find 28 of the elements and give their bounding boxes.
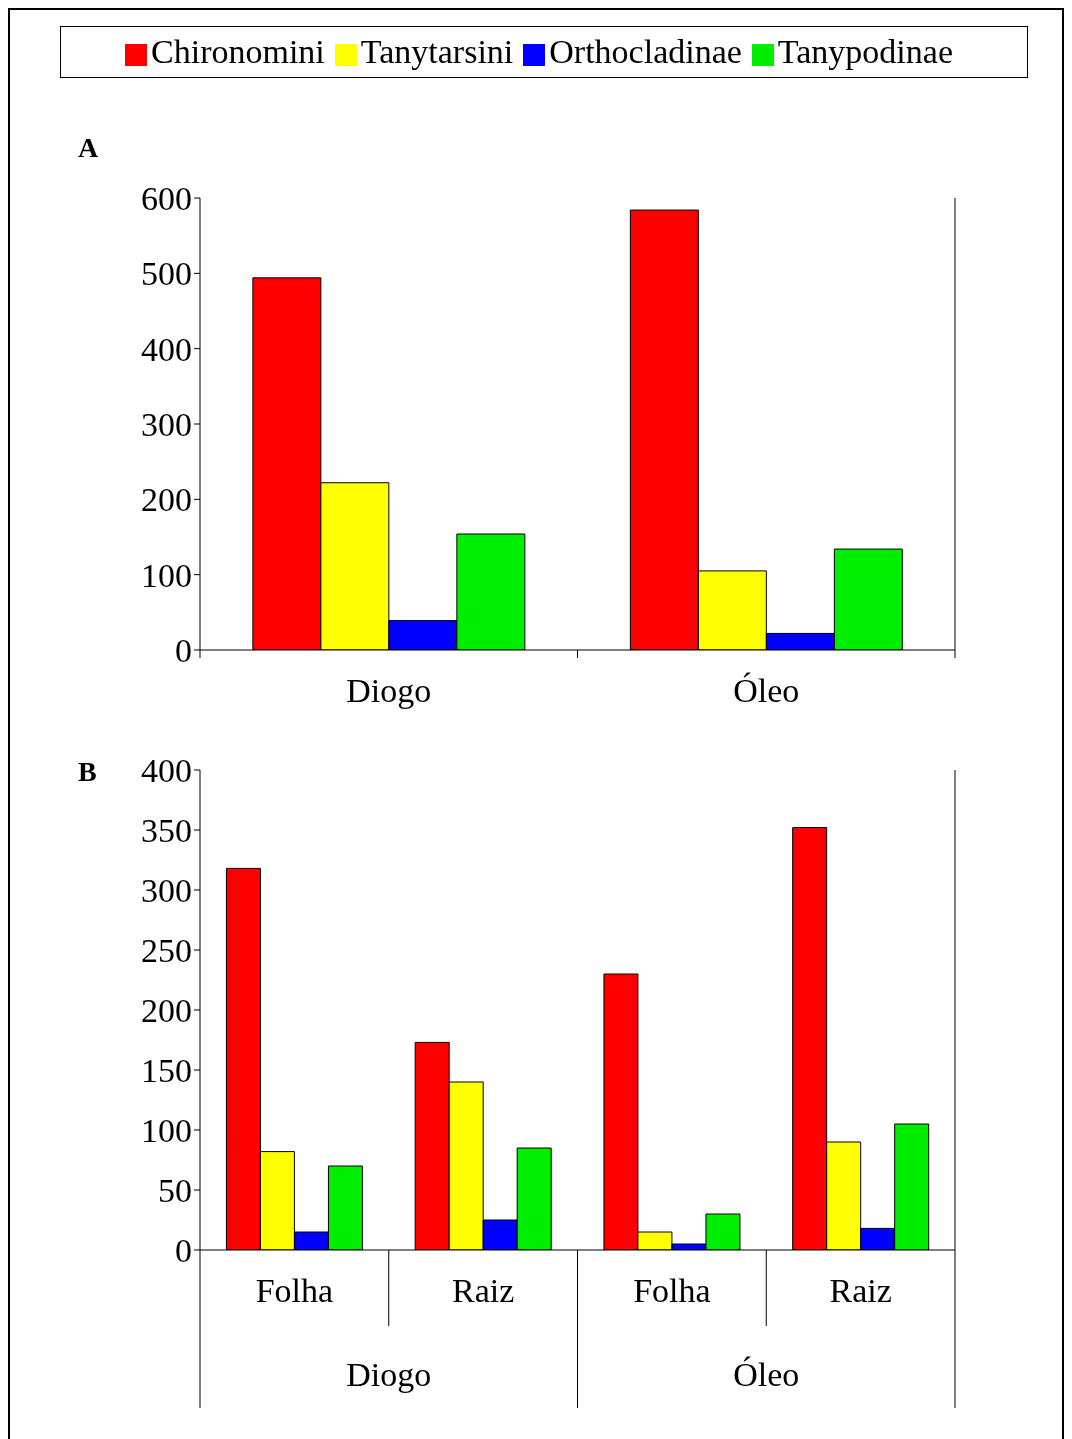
chart-title: A [78,132,99,164]
y-tick-label: 600 [141,180,192,218]
y-tick-label: 200 [141,992,192,1030]
y-tick-label: 100 [141,556,192,594]
y-tick-label: 400 [141,752,192,790]
legend-label: Orthocladinae [549,33,742,70]
x-tick-label: Raiz [829,1272,892,1309]
y-tick-label: 350 [141,812,192,850]
y-tick-label: 300 [141,406,192,444]
text: Diogo [346,1356,432,1393]
legend-label: Chironomini [151,33,325,70]
y-tick-label: 100 [141,1112,192,1150]
x-tick-label: Folha [255,1272,334,1309]
y-tick-label: 150 [141,1052,192,1090]
y-tick-label: 50 [158,1172,192,1210]
legend-label: Tanytarsini [360,33,514,70]
x-tick-label: Raiz [451,1272,515,1309]
y-tick-label: 250 [141,932,192,970]
y-tick-label: 0 [175,632,192,670]
legend-label: Tanypodinae [777,33,953,70]
x-tick-label: Folha [633,1272,711,1309]
y-tick-label: 300 [141,872,192,910]
chart-title: B [78,756,97,788]
y-tick-label: 200 [141,481,192,519]
text: Óleo [733,1356,800,1393]
y-tick-label: 500 [141,255,192,293]
y-tick-label: 0 [175,1232,192,1270]
y-tick-label: 400 [141,330,192,368]
